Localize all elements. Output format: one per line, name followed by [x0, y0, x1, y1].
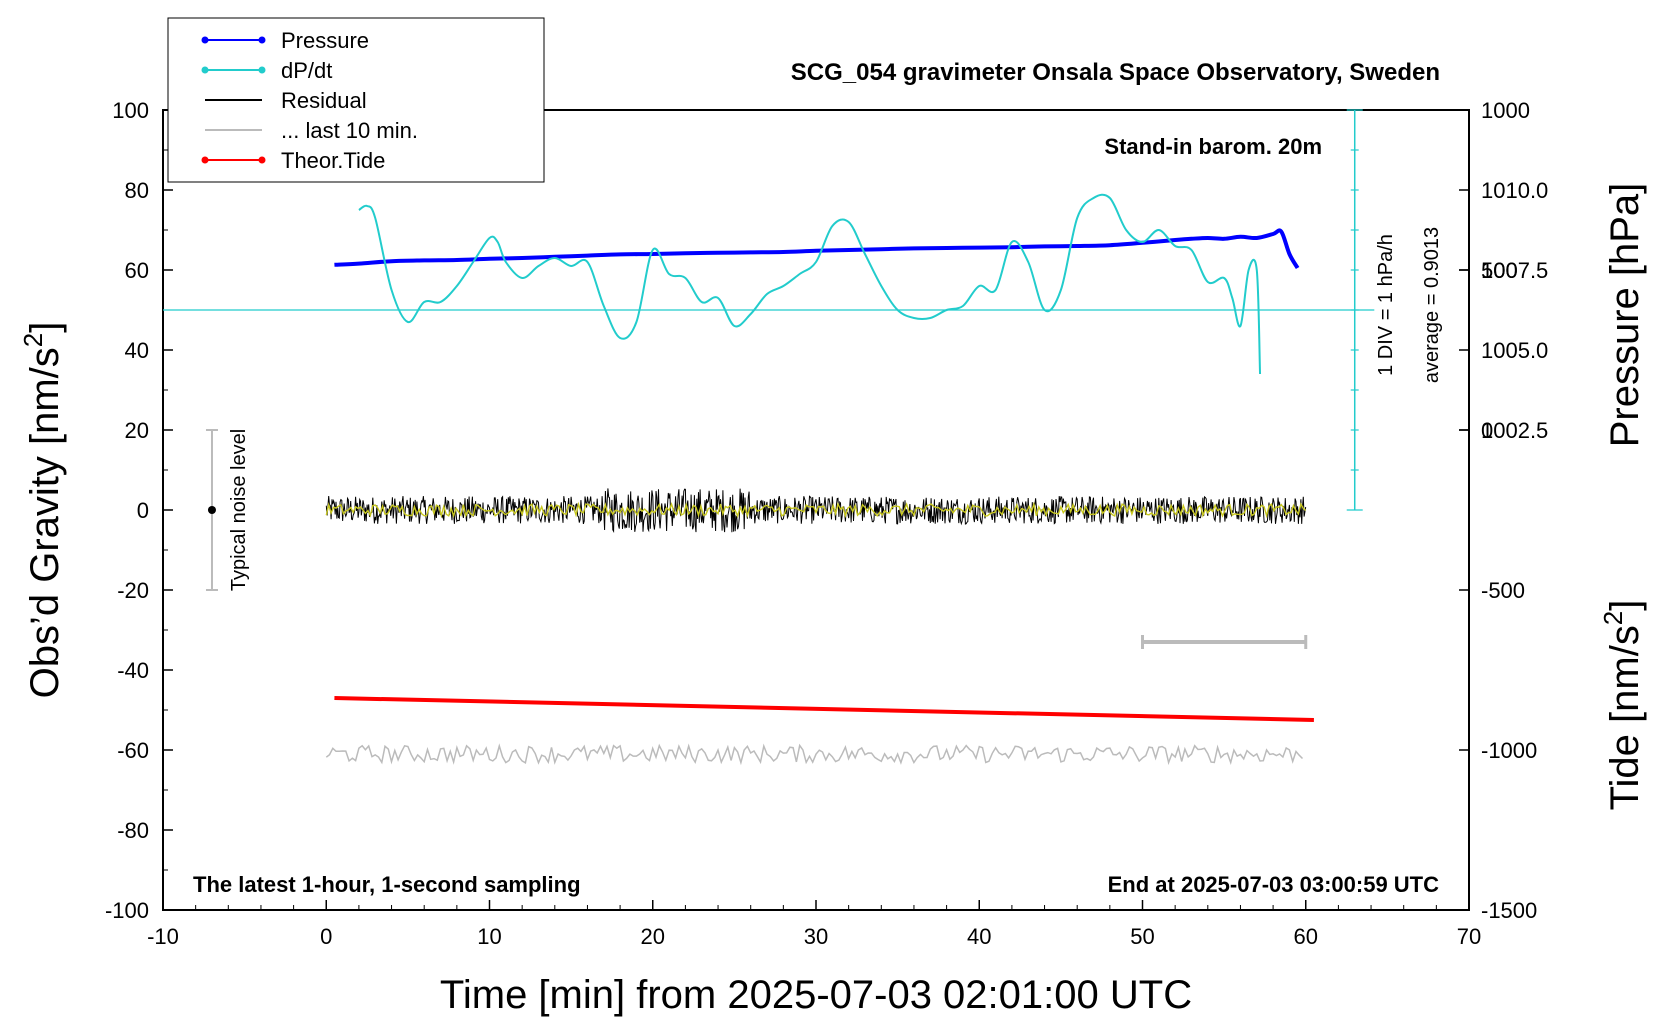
legend: Pressure dP/dt Residual ... last 10 min. The… — [167, 17, 545, 183]
legend-label: ... last 10 min. — [281, 118, 418, 143]
x-axis-label: Time [min] from 2025-07-03 02:01:00 UTC — [440, 973, 1192, 1017]
y-label-tide-main: Tide [nm/s — [1603, 625, 1647, 810]
y-axis-tide: 1000 500 0 -500 -1000 -1500 — [1459, 98, 1537, 923]
pressure-tick-label: 1005.0 — [1481, 338, 1548, 363]
series-residual — [325, 488, 1307, 534]
series-last-10-min — [325, 743, 1304, 766]
legend-label: Residual — [281, 88, 367, 113]
legend-label: Pressure — [281, 28, 369, 53]
y-tick-label: 0 — [137, 498, 149, 523]
x-tick-label: 20 — [641, 924, 665, 949]
y-axis-gravity: 100 80 60 40 20 0 -20 -40 -60 -80 -100 — [105, 98, 173, 923]
tide-tick-label: 0 — [1481, 418, 1493, 443]
y-tick-label: 60 — [125, 258, 149, 283]
tide-tick-label: 500 — [1481, 258, 1518, 283]
end-time-note: End at 2025-07-03 03:00:59 UTC — [1108, 872, 1439, 897]
tide-tick-label: -1000 — [1481, 738, 1537, 763]
y-label-gravity-sup: 2 — [18, 333, 48, 347]
y-label-tide-sup: 2 — [1598, 611, 1628, 625]
legend-label: Theor.Tide — [281, 148, 385, 173]
x-tick-label: 10 — [477, 924, 501, 949]
noise-bar-center — [207, 506, 216, 514]
legend-label: dP/dt — [281, 58, 332, 83]
x-tick-label: 50 — [1130, 924, 1154, 949]
tide-tick-label: 1000 — [1481, 98, 1530, 123]
x-axis: -10 0 10 20 30 40 50 60 70 — [147, 900, 1481, 949]
y-tick-label: 40 — [125, 338, 149, 363]
series-pressure — [334, 228, 1300, 270]
y-tick-label: -80 — [117, 818, 149, 843]
pressure-tick-label: 1002.5 — [1481, 418, 1548, 443]
y-axis-label-gravity: Obs’d Gravity [nm/s2] — [18, 322, 67, 699]
pressure-tick-label: 1007.5 — [1481, 258, 1548, 283]
y-axis-pressure: 1010.0 1007.5 1005.0 1002.5 — [1459, 178, 1548, 443]
legend-marker — [201, 36, 209, 44]
x-tick-label: 0 — [320, 924, 332, 949]
average-label: average = 0.9013 — [1421, 227, 1443, 383]
legend-marker — [201, 156, 209, 164]
x-tick-label: -10 — [147, 924, 179, 949]
y-axis-label-tide: Tide [nm/s2] — [1598, 600, 1647, 811]
legend-marker — [258, 36, 266, 44]
legend-marker — [258, 156, 266, 164]
sampling-note: The latest 1-hour, 1-second sampling — [193, 872, 581, 897]
div-scale-label: 1 DIV = 1 hPa/h — [1375, 234, 1397, 376]
y-tick-label: -40 — [117, 658, 149, 683]
y-tick-label: 100 — [112, 98, 149, 123]
y-label-gravity-main: Obs’d Gravity [nm/s — [23, 347, 67, 698]
barometer-note: Stand-in barom. 20m — [1104, 134, 1322, 159]
y-tick-label: -100 — [105, 898, 149, 923]
series-theor-tide — [334, 696, 1314, 722]
y-tick-label: 20 — [125, 418, 149, 443]
series-residual-smoothed — [325, 501, 1307, 519]
chart-title: SCG_054 gravimeter Onsala Space Observat… — [791, 59, 1440, 86]
y-axis-label-pressure: Pressure [hPa] — [1603, 183, 1647, 448]
y-tick-label: 80 — [125, 178, 149, 203]
legend-marker — [258, 66, 266, 74]
series-layer — [163, 109, 1375, 766]
series-dpdt — [358, 193, 1262, 375]
x-tick-label: 30 — [804, 924, 828, 949]
x-tick-label: 60 — [1294, 924, 1318, 949]
x-tick-label: 70 — [1457, 924, 1481, 949]
tide-tick-label: -1500 — [1481, 898, 1537, 923]
y-label-tide-close: ] — [1603, 600, 1647, 611]
pressure-tick-label: 1010.0 — [1481, 178, 1548, 203]
tide-tick-label: -500 — [1481, 578, 1525, 603]
legend-marker — [201, 66, 209, 74]
x-tick-label: 40 — [967, 924, 991, 949]
y-label-gravity-close: ] — [23, 322, 67, 333]
y-tick-label: -20 — [117, 578, 149, 603]
y-tick-label: -60 — [117, 738, 149, 763]
noise-label: Typical noise level — [228, 429, 250, 591]
